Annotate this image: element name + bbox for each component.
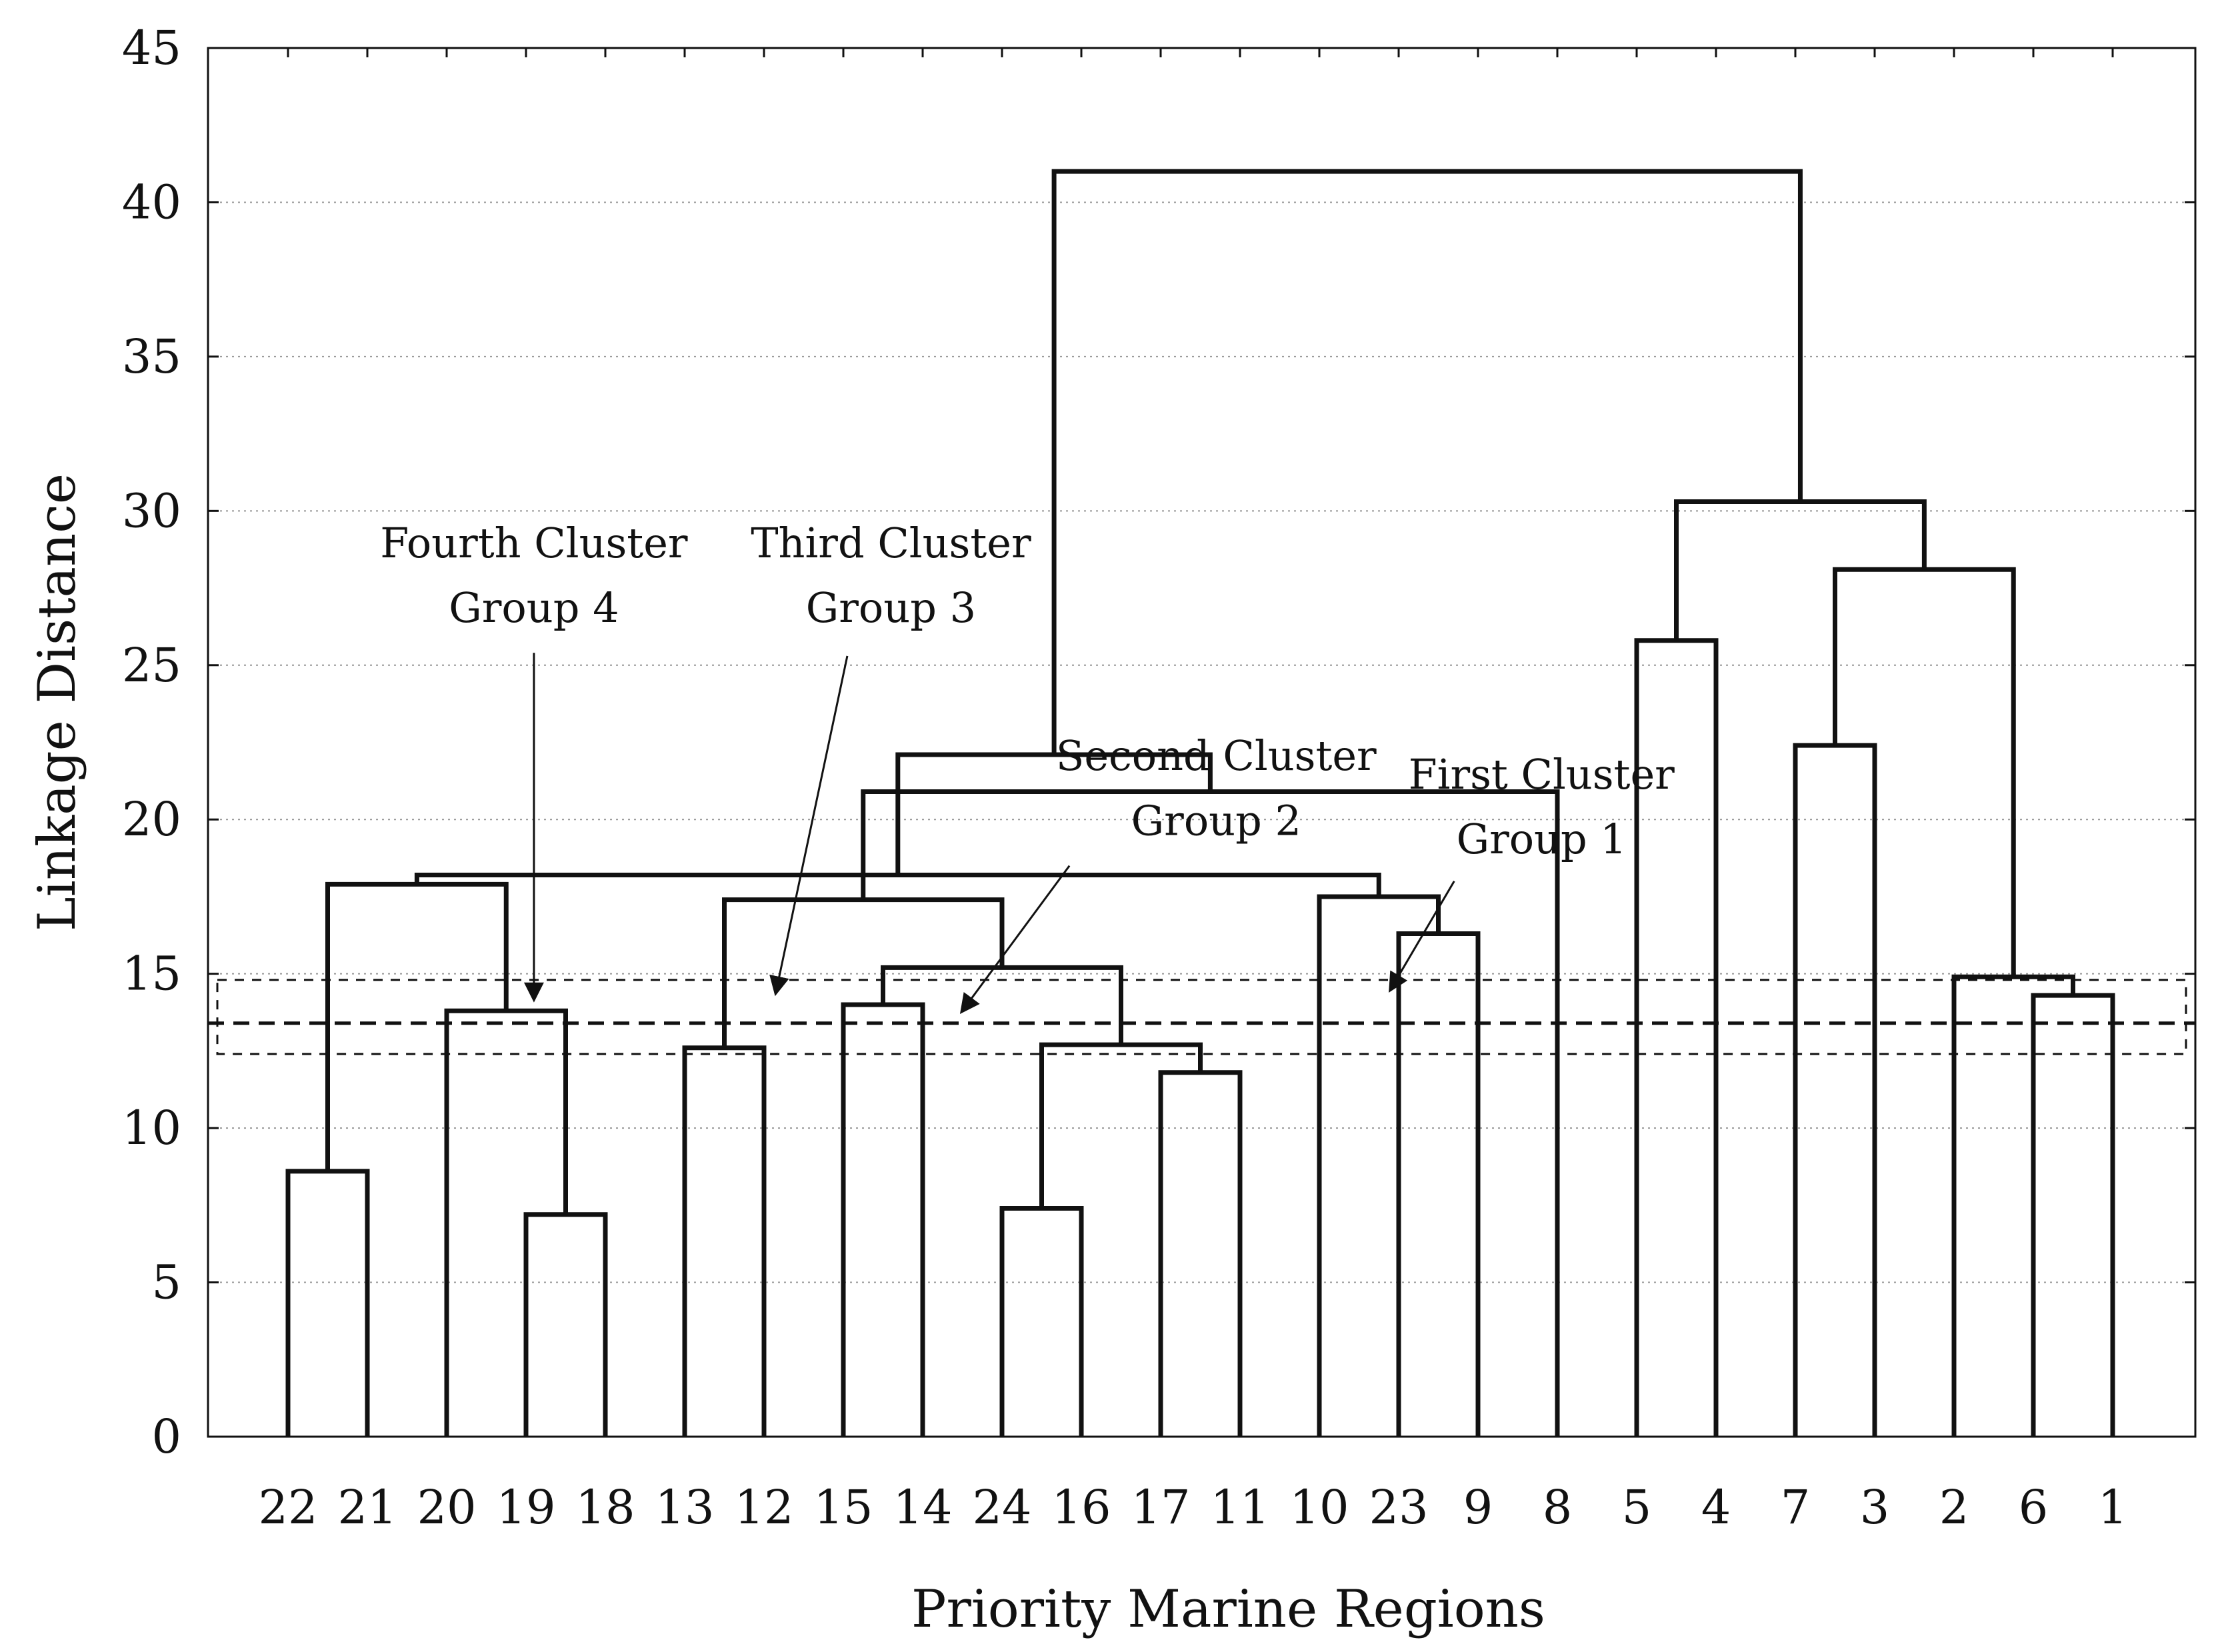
dendrogram-links (285, 169, 2115, 1437)
x-tick-label: 10 (1289, 1480, 1349, 1535)
x-tick-label: 24 (972, 1480, 1031, 1535)
dendrogram-link (523, 1212, 608, 1437)
dendrogram-link (861, 789, 1560, 1437)
first-cluster-annotation: First Cluster Group 1 (1389, 750, 1675, 993)
x-tick-label: 21 (337, 1480, 397, 1535)
x-tick-label: 5 (1622, 1480, 1652, 1535)
dendrogram-link (682, 1045, 767, 1437)
y-tick-label: 40 (122, 175, 181, 229)
dendrogram-link (1674, 499, 1927, 641)
dendrogram-link (1396, 931, 1481, 1437)
dendrogram-link (1039, 1042, 1203, 1209)
dendrogram-link (1051, 169, 1803, 755)
third-cluster-group-label: Group 3 (806, 583, 976, 632)
x-tick-label: 19 (496, 1480, 555, 1535)
y-tick-label: 0 (151, 1409, 181, 1464)
x-axis-ticks: 22 21 20 19 18 13 12 15 14 24 16 17 11 10 23 9 8 5 4 7 3 2 6 1 (258, 48, 2127, 1535)
second-cluster-annotation: Second Cluster Group 2 (959, 731, 1377, 1015)
y-tick-label: 20 (122, 792, 181, 847)
y-tick-label: 30 (122, 483, 181, 538)
x-tick-label: 15 (813, 1480, 873, 1535)
x-tick-label: 18 (575, 1480, 635, 1535)
dendrogram-link (1833, 567, 2016, 977)
x-tick-label: 6 (2019, 1480, 2049, 1535)
y-tick-label: 35 (122, 329, 181, 384)
second-cluster-group-label: Group 2 (1131, 796, 1301, 845)
dendrogram-link (1793, 743, 1877, 1437)
y-axis-title: Linkage Distance (27, 473, 87, 931)
x-tick-label: 7 (1781, 1480, 1811, 1535)
x-tick-label: 11 (1210, 1480, 1269, 1535)
x-tick-label: 16 (1051, 1480, 1111, 1535)
dendrogram-link (2031, 993, 2115, 1437)
grid-lines (208, 201, 2195, 1283)
x-tick-label: 8 (1543, 1480, 1573, 1535)
dendrogram-link (414, 873, 1381, 897)
fourth-cluster-group-label: Group 4 (449, 583, 619, 632)
y-tick-label: 15 (122, 947, 181, 1001)
cut-threshold (208, 979, 2195, 1055)
x-tick-label: 3 (1860, 1480, 1890, 1535)
dendrogram-link (325, 881, 509, 1171)
dendrogram-link (1158, 1070, 1243, 1437)
x-tick-label: 13 (655, 1480, 714, 1535)
fourth-cluster-annotation: Fourth Cluster Group 4 (380, 519, 688, 1003)
x-tick-label: 14 (893, 1480, 952, 1535)
dendrogram-link (1634, 638, 1719, 1437)
dendrogram-link (285, 1169, 370, 1437)
first-cluster-label: First Cluster (1409, 750, 1675, 799)
x-tick-label: 1 (2098, 1480, 2128, 1535)
fourth-cluster-label: Fourth Cluster (380, 519, 688, 567)
second-cluster-arrow (959, 865, 1071, 1015)
y-axis-ticks: 0 5 10 15 20 25 30 35 40 45 (122, 21, 2195, 1464)
dendrogram-link (841, 1002, 925, 1437)
third-cluster-annotation: Third Cluster Group 3 (751, 519, 1031, 997)
third-cluster-label: Third Cluster (751, 519, 1031, 567)
first-cluster-arrow (1389, 881, 1455, 993)
x-axis-title: Priority Marine Regions (911, 1579, 1545, 1639)
first-cluster-group-label: Group 1 (1457, 815, 1627, 863)
third-cluster-arrow (769, 655, 849, 997)
y-tick-label: 45 (122, 21, 181, 75)
plot-frame (207, 47, 2197, 1438)
dendrogram-link (444, 1008, 568, 1437)
x-tick-label: 20 (417, 1480, 476, 1535)
dendrogram-link (999, 1205, 1084, 1437)
second-cluster-label: Second Cluster (1056, 731, 1377, 780)
y-tick-label: 5 (151, 1255, 181, 1310)
dendrogram-link (1951, 974, 2075, 1437)
x-tick-label: 17 (1131, 1480, 1190, 1535)
x-tick-label: 9 (1463, 1480, 1493, 1535)
dendrogram-link (895, 752, 1213, 875)
x-tick-label: 23 (1369, 1480, 1428, 1535)
x-tick-label: 4 (1701, 1480, 1731, 1535)
y-tick-label: 10 (122, 1101, 181, 1155)
dendrogram-link (881, 965, 1123, 1045)
dendrogram-link (1317, 894, 1441, 1437)
y-tick-label: 25 (122, 638, 181, 693)
cluster-annotations: Fourth Cluster Group 4 Third Cluster Group … (380, 519, 1675, 1015)
x-tick-label: 22 (258, 1480, 317, 1535)
x-tick-label: 2 (1939, 1480, 1969, 1535)
x-tick-label: 12 (734, 1480, 793, 1535)
